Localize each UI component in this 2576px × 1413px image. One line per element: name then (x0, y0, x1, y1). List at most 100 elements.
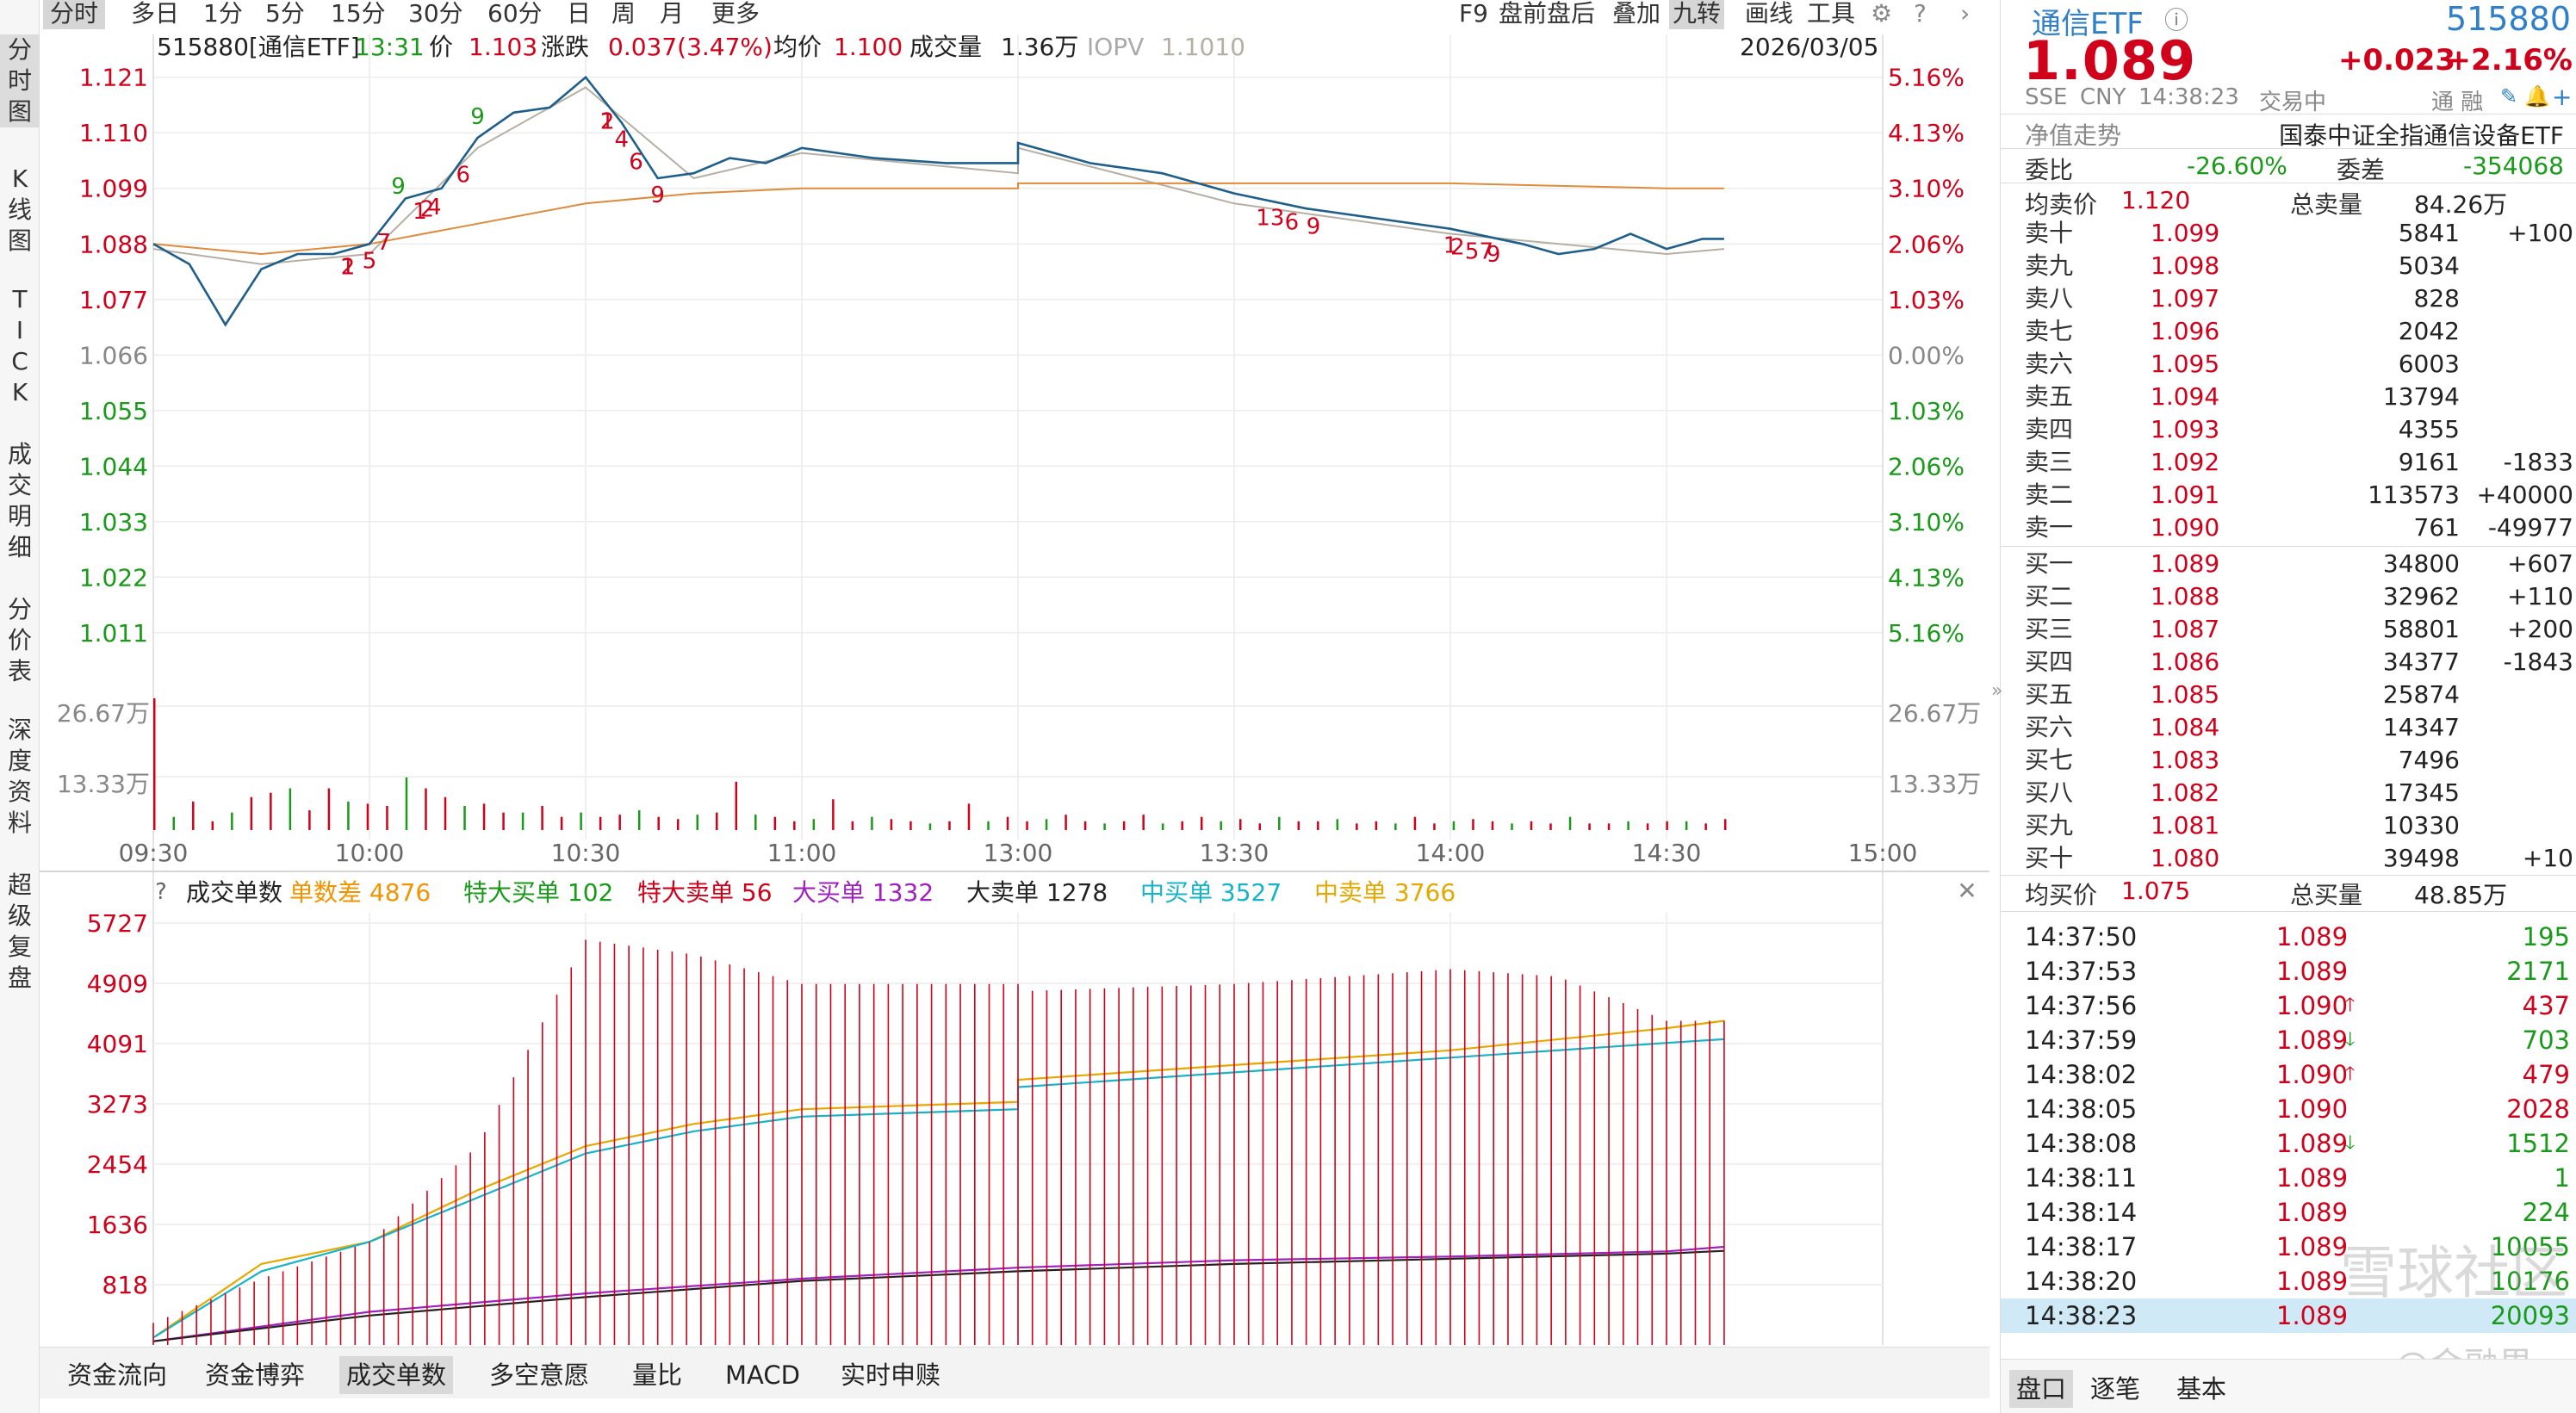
ask-row[interactable]: 卖二 1.091 113573 +40000 (2001, 479, 2576, 511)
panel-collapse-handle[interactable]: » (1991, 680, 2003, 702)
sidenav-item-6[interactable]: 超级复盘 (0, 870, 40, 994)
bid-row[interactable]: 买五 1.085 25874 (2001, 679, 2576, 711)
bid-row[interactable]: 买四 1.086 34377 -1843 (2001, 646, 2576, 679)
tick-price: 1.089 (2276, 922, 2349, 951)
sidenav-item-4[interactable]: 分价表 (0, 594, 40, 687)
bid-row[interactable]: 买二 1.088 32962 +110 (2001, 580, 2576, 613)
ask-level-label: 卖一 (2025, 513, 2074, 542)
time-axis-label: 13:30 (1200, 839, 1269, 867)
order-gap-bars (152, 939, 1725, 1345)
sidenav-item-3[interactable]: 成交明细 (0, 439, 40, 563)
bid-row[interactable]: 买三 1.087 58801 +200 (2001, 613, 2576, 646)
volume-bar (482, 803, 486, 830)
tool-button-1[interactable]: 盘前盘后 (1499, 0, 1596, 28)
sidenav-item-0[interactable]: 分时图 (0, 34, 40, 127)
indicator-tab-5[interactable]: MACD (725, 1360, 800, 1390)
indicator-tab-3[interactable]: 多空意愿 (489, 1360, 590, 1390)
ask-row[interactable]: 卖九 1.098 5034 (2001, 250, 2576, 282)
quote-tab-1[interactable]: 逐笔 (2090, 1374, 2141, 1404)
ask-price: 1.099 (2151, 219, 2220, 247)
alert-bell-icon[interactable]: 🔔 (2524, 84, 2550, 108)
sidenav-item-5[interactable]: 深度资料 (0, 715, 40, 839)
ask-row[interactable]: 卖八 1.097 828 (2001, 282, 2576, 315)
quote-tab-0[interactable]: 盘口 (2009, 1370, 2074, 1408)
pct-axis-label: 2.06% (1888, 452, 1965, 480)
nav-trend-link[interactable]: 净值走势 (2025, 121, 2122, 150)
indicator-help-icon[interactable]: ? (155, 879, 167, 905)
indicator-close-icon[interactable]: ✕ (1957, 877, 1977, 905)
volume-bar (754, 815, 757, 830)
arrow-up-icon: 🡑 (2345, 995, 2356, 1016)
period-tab-0[interactable]: 分时 (43, 0, 106, 29)
tool-button-2[interactable]: 叠加 (1612, 0, 1661, 28)
indicator-tab-0[interactable]: 资金流向 (67, 1360, 168, 1390)
ask-row[interactable]: 卖六 1.095 6003 (2001, 348, 2576, 381)
volume-axis-label: 13.33万 (57, 770, 150, 798)
tool-button-3[interactable]: 九转 (1669, 0, 1725, 29)
add-watchlist-icon[interactable]: + (2552, 83, 2573, 111)
info-icon[interactable]: ⓘ (2164, 6, 2189, 34)
indicator-tab-1[interactable]: 资金博弈 (205, 1360, 306, 1390)
period-tab-6[interactable]: 60分 (487, 0, 543, 28)
period-tab-5[interactable]: 30分 (408, 0, 463, 28)
indicator-tab-6[interactable]: 实时申赎 (841, 1360, 941, 1390)
tick-time: 14:37:50 (2025, 922, 2138, 951)
ask-row[interactable]: 卖五 1.094 13794 (2001, 381, 2576, 413)
ask-row[interactable]: 卖四 1.093 4355 (2001, 413, 2576, 446)
period-tab-2[interactable]: 1分 (203, 0, 243, 28)
volume-bar (192, 801, 195, 830)
indicator-tab-2[interactable]: 成交单数 (339, 1356, 454, 1394)
time-axis-label: 13:00 (984, 839, 1053, 867)
volume-bar (1083, 821, 1087, 830)
indicator-tab-4[interactable]: 量比 (632, 1360, 683, 1390)
header-code-name: 515880[通信ETF] (157, 33, 360, 61)
volume-bar (1006, 816, 1009, 830)
tool-button-0[interactable]: F9 (1459, 0, 1488, 28)
pct-axis-label: 5.16% (1888, 64, 1965, 92)
period-tab-7[interactable]: 日 (567, 0, 592, 28)
indicator-line-1 (152, 1019, 1725, 1339)
ask-level-label: 卖八 (2025, 284, 2074, 313)
help-icon[interactable]: ? (1914, 0, 1927, 28)
volume-bar (1375, 821, 1378, 830)
bid-row[interactable]: 买八 1.082 17345 (2001, 777, 2576, 809)
tool-button-4[interactable]: 画线 (1745, 0, 1794, 28)
bid-row[interactable]: 买一 1.089 34800 +607 (2001, 548, 2576, 580)
period-tab-8[interactable]: 周 (611, 0, 636, 28)
period-tab-9[interactable]: 月 (660, 0, 685, 28)
ask-row[interactable]: 卖七 1.096 2042 (2001, 315, 2576, 348)
bid-level-label: 买六 (2025, 713, 2074, 741)
tool-button-5[interactable]: 工具 (1807, 0, 1856, 28)
ask-price: 1.095 (2151, 350, 2220, 378)
ask-level-label: 卖五 (2025, 382, 2074, 411)
bid-row[interactable]: 买十 1.080 39498 +10 (2001, 842, 2576, 875)
period-tab-4[interactable]: 15分 (331, 0, 386, 28)
tick-volume: 20093 (2490, 1301, 2570, 1330)
bid-row[interactable]: 买六 1.084 14347 (2001, 711, 2576, 744)
ask-row[interactable]: 卖三 1.092 9161 -1833 (2001, 446, 2576, 479)
tick-time: 14:38:23 (2025, 1301, 2138, 1330)
period-tab-1[interactable]: 多日 (131, 0, 180, 28)
tick-time: 14:37:56 (2025, 991, 2138, 1020)
settings-gear-icon[interactable]: ⚙ (1871, 0, 1893, 28)
tick-price: 1.089 (2276, 1232, 2349, 1261)
tick-time: 14:37:53 (2025, 957, 2138, 986)
volume-axis-label: 26.67万 (57, 699, 150, 728)
volume-bar (967, 803, 971, 830)
period-tab-3[interactable]: 5分 (265, 0, 305, 28)
chevron-right-icon[interactable]: › (1960, 0, 1971, 28)
bid-volume-change: +200 (2507, 615, 2573, 643)
ask-row[interactable]: 卖十 1.099 5841 +100 (2001, 217, 2576, 250)
bid-row[interactable]: 买九 1.081 10330 (2001, 809, 2576, 842)
edit-icon[interactable]: ✎ (2500, 84, 2518, 108)
ask-price: 1.098 (2151, 251, 2220, 280)
volume-bar (444, 796, 447, 830)
ask-row[interactable]: 卖一 1.090 761 -49977 (2001, 511, 2576, 544)
tick-row: 14:38:08 1.089 🡓 1512 (2001, 1126, 2576, 1161)
period-tab-10[interactable]: 更多 (711, 0, 760, 28)
quote-tab-2[interactable]: 基本 (2176, 1374, 2227, 1404)
volume-bar (1491, 821, 1494, 830)
bid-row[interactable]: 买七 1.083 7496 (2001, 744, 2576, 777)
